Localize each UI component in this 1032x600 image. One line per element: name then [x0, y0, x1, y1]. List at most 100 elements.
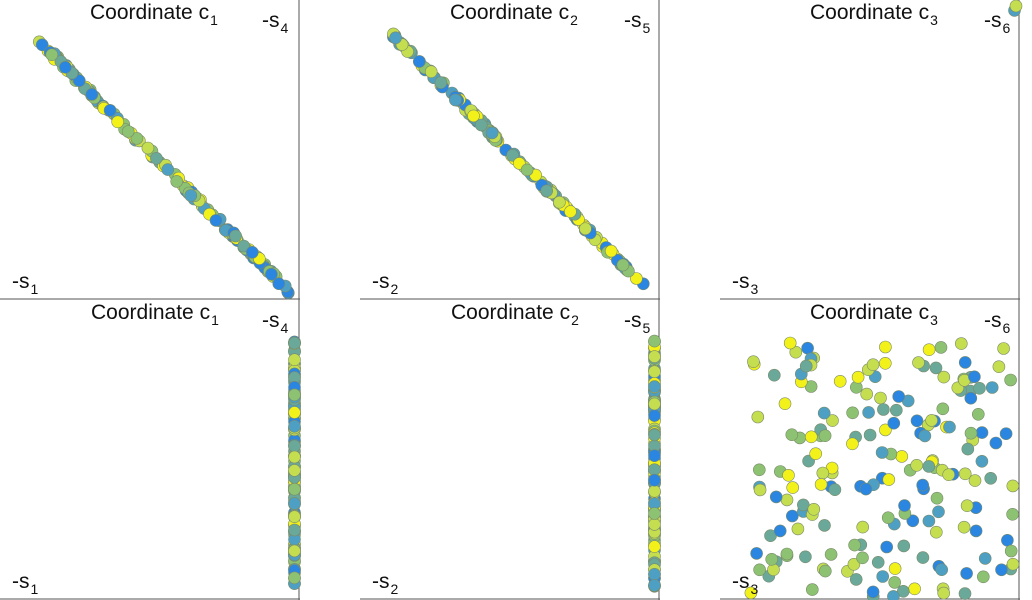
- scatter-point: [879, 340, 892, 354]
- scatter-point: [288, 497, 301, 510]
- scatter-point: [648, 518, 661, 531]
- scatter-point: [786, 509, 799, 523]
- scatter-point: [897, 539, 911, 553]
- bottom-corner-label-text: -s: [732, 570, 750, 593]
- scatter-point: [780, 547, 794, 561]
- panel-title: Coordinate c3: [810, 2, 938, 27]
- scatter-plot: [0, 0, 300, 300]
- scatter-point: [906, 514, 920, 528]
- bottom-corner-label-subscript: 1: [30, 281, 39, 297]
- top-corner-label-text: -s: [984, 309, 1002, 332]
- scatter-point: [888, 576, 901, 589]
- scatter-point: [930, 491, 944, 505]
- scatter-point: [887, 416, 901, 430]
- scatter-point: [564, 205, 577, 218]
- bottom-corner-label-subscript: 3: [750, 281, 759, 297]
- bottom-corner-label-text: -s: [12, 570, 30, 593]
- scatter-point: [819, 564, 832, 578]
- scatter-point: [929, 361, 943, 375]
- scatter-point: [184, 189, 198, 202]
- scatter-point: [797, 498, 810, 512]
- scatter-point: [856, 551, 869, 565]
- top-corner-label: -s6: [984, 310, 1010, 335]
- scatter-point: [932, 505, 945, 519]
- top-corner-label-subscript: 6: [1002, 20, 1011, 36]
- scatter-point: [871, 555, 885, 569]
- scatter-point: [890, 403, 903, 417]
- scatter-point: [1004, 373, 1017, 387]
- scatter-point: [922, 514, 936, 528]
- scatter-point: [751, 410, 765, 424]
- scatter-point: [935, 563, 948, 577]
- scatter-point: [412, 55, 426, 68]
- scatter-point: [968, 370, 981, 384]
- scatter-point: [616, 258, 630, 272]
- scatter-point: [897, 584, 910, 598]
- scatter-point: [141, 141, 155, 155]
- scatter-point: [744, 586, 758, 600]
- scatter-point: [960, 499, 974, 512]
- scatter-point: [648, 365, 661, 378]
- scatter-point: [985, 381, 999, 394]
- panel-title-subscript: 1: [211, 312, 219, 328]
- scatter-point: [59, 61, 72, 74]
- top-corner-label-subscript: 6: [1002, 320, 1011, 336]
- scatter-plot: [0, 300, 301, 600]
- scatter-point: [922, 343, 936, 357]
- scatter-point: [799, 550, 812, 564]
- scatter-point: [782, 469, 795, 482]
- scatter-point: [826, 414, 839, 427]
- scatter-point: [968, 474, 982, 487]
- scatter-panel-top-middle: Coordinate c2 -s5 -s2: [360, 0, 660, 300]
- scatter-plot: [720, 0, 1023, 300]
- scatter-point: [999, 427, 1013, 440]
- scatter-point: [877, 403, 890, 416]
- panel-title-text: Coordinate c: [90, 1, 210, 24]
- scatter-point: [209, 214, 223, 227]
- scatter-point: [814, 478, 828, 491]
- scatter-point: [246, 246, 259, 259]
- panel-title-text: Coordinate c: [450, 1, 570, 24]
- scatter-point: [506, 149, 519, 162]
- scatter-point: [817, 406, 831, 420]
- top-corner-label-text: -s: [624, 309, 642, 332]
- scatter-point: [85, 88, 99, 101]
- scatter-point: [778, 397, 792, 410]
- scatter-plot: [360, 300, 661, 600]
- scatter-point: [1006, 557, 1020, 571]
- scatter-point: [272, 277, 286, 291]
- scatter-point: [866, 585, 880, 599]
- panel-title-subscript: 2: [570, 12, 578, 28]
- scatter-point: [750, 547, 763, 560]
- scatter-point: [895, 450, 909, 463]
- scatter-point: [958, 587, 972, 600]
- panel-title-text: Coordinate c: [91, 301, 211, 324]
- scatter-point: [851, 370, 865, 384]
- scatter-point: [389, 31, 402, 45]
- scatter-point: [265, 267, 278, 281]
- scatter-point: [753, 563, 766, 577]
- scatter-point: [880, 540, 893, 554]
- scatter-point: [288, 439, 301, 453]
- scatter-point: [992, 360, 1006, 373]
- scatter-point: [111, 115, 124, 129]
- panel-title: Coordinate c1: [90, 2, 218, 27]
- scatter-point: [892, 390, 905, 403]
- scatter-panel-bottom-left: Coordinate c1 -s4 -s1: [0, 300, 301, 600]
- scatter-point: [856, 520, 869, 534]
- scatter-point: [288, 571, 301, 585]
- scatter-point: [288, 336, 301, 350]
- scatter-point: [942, 468, 955, 481]
- scatter-point: [943, 420, 956, 434]
- scatter-point: [288, 523, 301, 537]
- bottom-corner-label: -s2: [372, 271, 398, 296]
- scatter-point: [807, 503, 821, 516]
- scatter-plot: [360, 0, 660, 300]
- top-corner-label: -s4: [262, 10, 288, 35]
- top-corner-label: -s6: [984, 10, 1010, 35]
- scatter-point: [1006, 479, 1020, 493]
- top-corner-label: -s5: [624, 10, 650, 35]
- scatter-point: [288, 510, 301, 523]
- scatter-point: [648, 350, 661, 363]
- scatter-point: [604, 244, 618, 258]
